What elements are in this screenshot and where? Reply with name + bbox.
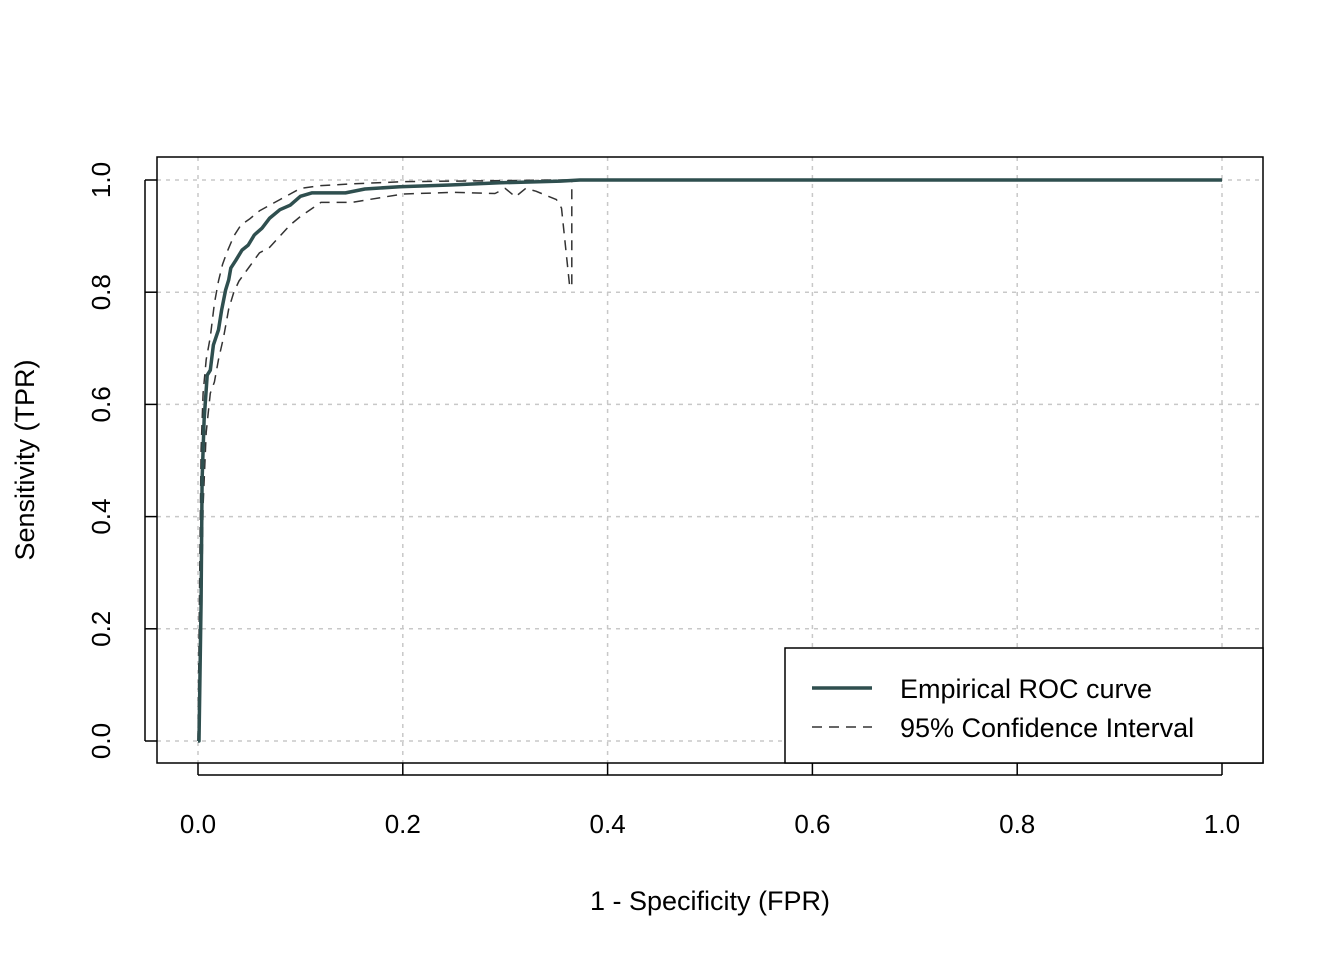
y-tick-label: 0.8 <box>86 274 116 310</box>
roc-curve <box>197 178 1222 743</box>
x-axis: 0.0 0.2 0.4 0.6 0.8 1.0 <box>180 763 1240 839</box>
ci-line <box>197 179 1222 742</box>
x-tick-label: 0.2 <box>385 809 421 839</box>
x-tick-label: 0.8 <box>999 809 1035 839</box>
legend: Empirical ROC curve 95% Confidence Inter… <box>784 647 1264 764</box>
legend-label-roc: Empirical ROC curve <box>900 674 1152 704</box>
x-tick-label: 0.0 <box>180 809 216 839</box>
y-tick-label: 0.4 <box>86 499 116 535</box>
y-tick-label: 1.0 <box>86 162 116 198</box>
y-tick-label: 0.6 <box>86 386 116 422</box>
y-tick-label: 0.0 <box>86 723 116 759</box>
y-axis-label: Sensitivity (TPR) <box>10 359 40 560</box>
legend-box <box>784 647 1264 764</box>
x-tick-label: 1.0 <box>1204 809 1240 839</box>
plot-frame <box>156 156 1264 764</box>
series-layer <box>197 178 1222 743</box>
x-tick-label: 0.6 <box>794 809 830 839</box>
legend-label-ci: 95% Confidence Interval <box>900 713 1194 743</box>
x-axis-label: 1 - Specificity (FPR) <box>590 886 830 916</box>
y-tick-label: 0.2 <box>86 611 116 647</box>
y-axis: 0.0 0.2 0.4 0.6 0.8 1.0 <box>86 162 157 759</box>
ci-line <box>197 179 1222 742</box>
x-tick-label: 0.4 <box>590 809 626 839</box>
